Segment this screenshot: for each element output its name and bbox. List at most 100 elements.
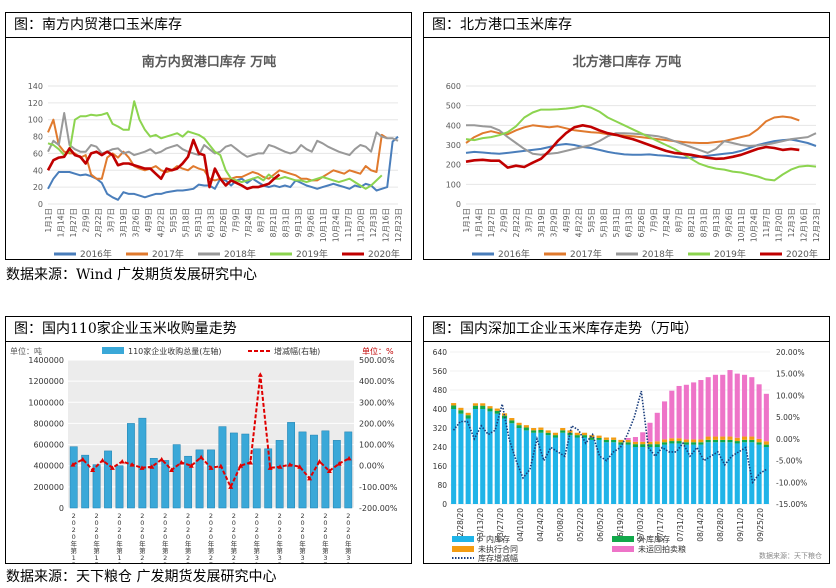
x-tick-label: 8月31日 <box>282 208 291 237</box>
line-point <box>188 463 194 468</box>
bar <box>104 450 112 509</box>
x-tick-label-char: 2 <box>140 554 144 562</box>
line-point <box>80 456 86 462</box>
x-tick-label-char: 3 <box>323 554 327 562</box>
line-point <box>119 458 125 464</box>
x-tick-label-char: 2 <box>232 526 236 534</box>
y-tick-label: 100 <box>28 116 43 125</box>
stack-segment <box>531 432 537 504</box>
stack-segment <box>640 444 646 447</box>
stack-segment <box>480 405 486 409</box>
x-tick-label-char: 2 <box>323 512 327 520</box>
line-point <box>100 457 106 463</box>
x-tick-label: 8月21日 <box>269 208 278 237</box>
stack-segment <box>509 423 515 504</box>
y-tick-label: 320 <box>433 424 448 433</box>
bar <box>344 431 353 509</box>
x-tick-label-char: 年 <box>322 539 329 548</box>
y2-tick-label: 0.00% <box>359 462 385 471</box>
y-tick-label: 140 <box>28 82 43 91</box>
stack-segment <box>698 439 704 443</box>
bar <box>149 458 158 509</box>
x-tick-label-char: 年 <box>70 539 77 548</box>
stack-segment <box>763 441 769 445</box>
x-tick-label-char: 2 <box>117 526 121 534</box>
x-tick-label-char: 2 <box>278 526 282 534</box>
chart-source-note: 数据来源：天下粮仓 <box>759 551 822 560</box>
legend-label: 2017年 <box>570 248 602 260</box>
x-tick-label-char: 2 <box>346 512 350 520</box>
line-point <box>326 468 332 473</box>
stack-segment <box>647 447 653 504</box>
x-tick-label: 4月9日 <box>562 208 571 233</box>
stack-segment <box>712 436 718 440</box>
stack-segment <box>676 441 682 444</box>
series-line <box>46 138 281 191</box>
x-tick-label: 05/08/20 <box>556 508 565 542</box>
x-tick-label: 11月20日 <box>357 208 366 242</box>
stack-segment <box>516 425 522 428</box>
stack-segment <box>632 444 638 447</box>
y2-tick-label: 0.00% <box>776 435 800 444</box>
x-tick-label: 12月3日 <box>787 208 796 237</box>
stack-segment <box>611 442 617 504</box>
line-point <box>336 461 342 466</box>
stack-segment <box>654 447 660 504</box>
stack-segment <box>640 447 646 504</box>
x-tick-label: 07/17/20 <box>656 508 665 542</box>
x-tick-label-char: 2 <box>300 526 304 534</box>
line-point <box>129 462 135 467</box>
stack-segment <box>691 382 697 440</box>
line-point <box>228 484 234 489</box>
series-line <box>465 104 817 182</box>
stack-segment <box>458 407 464 411</box>
legend-swatch <box>452 536 474 542</box>
x-tick-label-char: 年 <box>139 539 146 548</box>
x-tick-label-char: 3 <box>278 561 282 564</box>
line-point <box>346 455 352 461</box>
x-tick-label: 3月26日 <box>132 208 141 237</box>
stack-segment <box>523 425 529 428</box>
bar <box>332 440 341 509</box>
x-tick-label-char: 年 <box>162 539 169 548</box>
x-tick-label-char: 3 <box>163 561 167 564</box>
stack-segment <box>720 442 726 504</box>
bar <box>229 432 238 509</box>
x-tick-label-char: 0 <box>278 519 282 527</box>
x-tick-label-char: 0 <box>186 533 190 541</box>
stack-segment <box>574 432 580 436</box>
stack-segment <box>603 442 609 504</box>
x-tick-label: 8月31日 <box>700 208 709 237</box>
x-tick-label: 03/27/20 <box>496 508 505 542</box>
x-tick-label-char: 2 <box>186 526 190 534</box>
x-tick-label: 11月20日 <box>775 208 784 242</box>
x-tick-label: 10月11日 <box>319 208 328 242</box>
stack-segment <box>531 428 537 431</box>
x-tick-label: 1月27日 <box>69 208 78 237</box>
stack-segment <box>654 412 660 442</box>
line-point <box>109 465 115 470</box>
x-tick-label-char: 0 <box>140 533 144 541</box>
y-tick-label: 800000 <box>33 419 64 428</box>
x-tick-label: 12月23日 <box>394 208 403 242</box>
y2-tick-label: 5.00% <box>776 413 800 422</box>
stack-segment <box>545 432 551 436</box>
x-tick-label-char: 2 <box>209 512 213 520</box>
x-tick-label: 3月7日 <box>107 208 116 233</box>
x-tick-label-char: 0 <box>255 519 259 527</box>
stack-segment <box>502 418 508 504</box>
y-tick-label: 240 <box>433 443 448 452</box>
y-tick-label: 80 <box>437 481 447 490</box>
x-tick-label: 11月7日 <box>344 208 353 237</box>
stack-segment <box>632 441 638 445</box>
y2-tick-label: 300.00% <box>359 398 395 407</box>
y-tick-label: 1000000 <box>28 398 64 407</box>
stack-segment <box>523 430 529 504</box>
y-tick-label: 200 <box>446 161 461 170</box>
x-tick-label: 7月9日 <box>650 208 659 233</box>
panel-north-port: 图：北方港口玉米库存 北方港口库存 万吨 0 100 200 300 400 500 600 1… <box>423 12 830 260</box>
y-tick-label: 560 <box>433 367 448 376</box>
stack-segment <box>472 405 478 409</box>
stack-segment <box>705 436 711 440</box>
stack-segment <box>756 444 762 504</box>
